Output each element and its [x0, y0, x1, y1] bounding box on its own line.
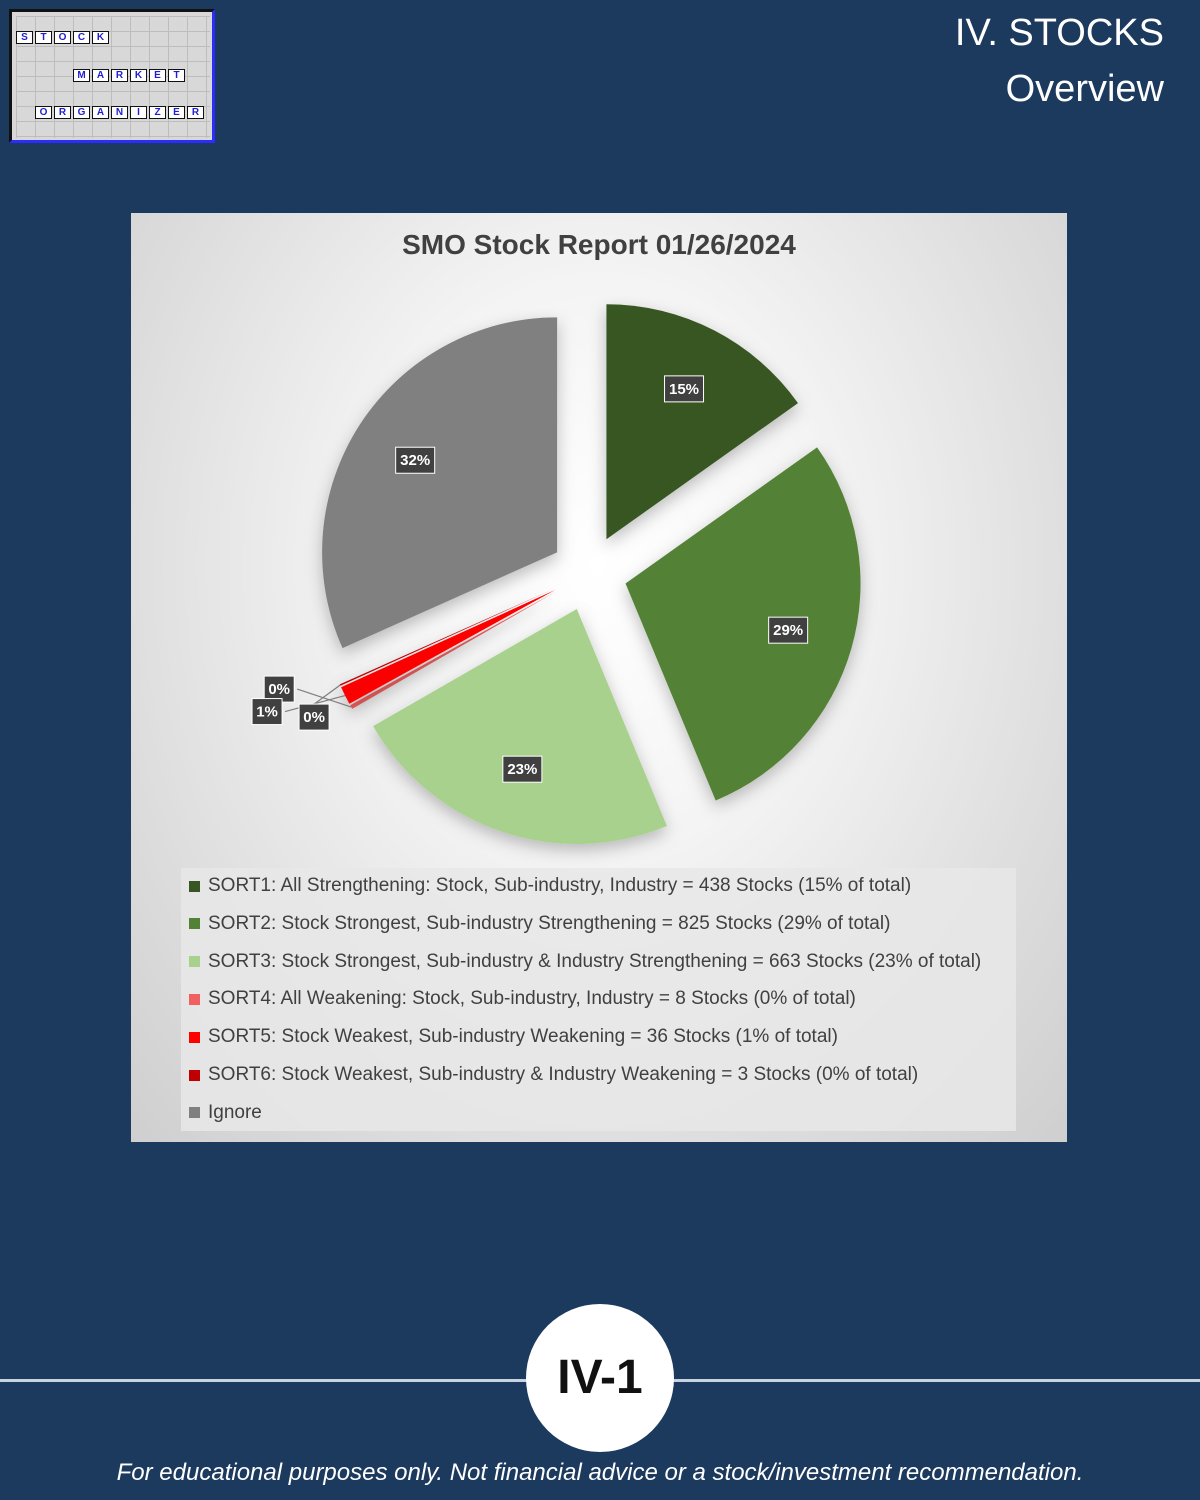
legend-label: SORT5: Stock Weakest, Sub-industry Weake…: [208, 1026, 838, 1048]
logo-letter: E: [149, 69, 166, 82]
pie-data-label-text: 29%: [773, 622, 803, 639]
logo-letter: N: [111, 106, 128, 119]
legend-label: SORT6: Stock Weakest, Sub-industry & Ind…: [208, 1064, 919, 1085]
pie-data-label: 1%: [251, 698, 283, 726]
legend-label: SORT2: Stock Strongest, Sub-industry Str…: [208, 912, 891, 934]
pie-slice: [341, 590, 556, 704]
pie-slice: [339, 588, 555, 686]
pie-data-label: 29%: [768, 616, 809, 644]
legend-swatch: [189, 880, 200, 892]
legend-swatch: [189, 1069, 200, 1081]
legend-entry: SORT2: Stock Strongest, Sub-industry Str…: [189, 913, 890, 935]
pie-data-label-text: 15%: [669, 381, 699, 398]
pie-leader-line: [297, 688, 352, 708]
pie-data-label-text: 32%: [400, 452, 430, 469]
pie-data-label-text: 0%: [268, 681, 290, 698]
logo-letter: R: [54, 106, 71, 119]
pie-slice: [373, 608, 667, 844]
section-title: IV. STOCKS: [954, 12, 1164, 54]
logo-letter: A: [92, 69, 109, 82]
pie-leader-line: [313, 684, 341, 705]
logo-letter: R: [111, 69, 128, 82]
legend-swatch: [189, 1107, 200, 1119]
logo-letter: O: [54, 31, 71, 44]
logo-letter: A: [92, 106, 109, 119]
legend-entry: SORT3: Stock Strongest, Sub-industry & I…: [189, 951, 981, 973]
logo-letter: R: [187, 106, 204, 119]
legend-swatch: [189, 956, 200, 968]
logo-letter: I: [130, 106, 147, 119]
chart-legend: SORT1: All Strengthening: Stock, Sub-ind…: [181, 868, 1016, 1131]
chart-title: SMO Stock Report 01/26/2024: [402, 229, 796, 260]
logo-letter: T: [35, 31, 52, 44]
logo-letter: K: [130, 69, 147, 82]
pie-slice: [606, 304, 798, 540]
legend-swatch: [189, 918, 200, 930]
disclaimer-text: For educational purposes only. Not finan…: [116, 1459, 1084, 1486]
pie-chart: 15% 29% 23% 0% 1% 0% 32%: [251, 304, 861, 844]
legend-swatch: [189, 1031, 200, 1043]
chart-panel: SMO Stock Report 01/26/2024 15% 29% 23% 0% 1…: [131, 213, 1067, 1142]
legend-swatch: [189, 993, 200, 1005]
pie-data-label-text: 0%: [303, 709, 325, 726]
pie-data-label: 32%: [395, 446, 436, 474]
legend-entry: SORT5: Stock Weakest, Sub-industry Weake…: [189, 1026, 838, 1048]
legend-label: Ignore: [208, 1101, 262, 1123]
pie-data-label: 0%: [298, 703, 330, 731]
logo-letter: G: [73, 106, 90, 119]
logo-letter: C: [73, 31, 90, 44]
pie-slice: [322, 317, 558, 649]
legend-entry: SORT4: All Weakening: Stock, Sub-industr…: [189, 988, 856, 1010]
section-subtitle: Overview: [1005, 68, 1164, 110]
pie-slice: [625, 447, 861, 801]
pie-data-label-text: 23%: [507, 761, 537, 778]
legend-label: SORT3: Stock Strongest, Sub-industry & I…: [208, 950, 982, 972]
legend-entry: Ignore: [189, 1102, 262, 1124]
page-number-badge: IV-1: [526, 1304, 674, 1452]
legend-label: SORT1: All Strengthening: Stock, Sub-ind…: [208, 875, 912, 896]
legend-label: SORT4: All Weakening: Stock, Sub-industr…: [208, 988, 856, 1010]
pie-data-label-text: 1%: [256, 704, 278, 721]
pie-data-label: 15%: [664, 375, 705, 403]
logo-letter: M: [73, 69, 90, 82]
legend-entry: SORT6: Stock Weakest, Sub-industry & Ind…: [189, 1064, 918, 1086]
logo-letter: S: [16, 31, 33, 44]
logo-letter: K: [92, 31, 109, 44]
pie-data-label: 23%: [502, 755, 543, 783]
logo-letter: T: [168, 69, 185, 82]
logo-letter: O: [35, 106, 52, 119]
logo-letter: Z: [149, 106, 166, 119]
legend-entry: SORT1: All Strengthening: Stock, Sub-ind…: [189, 875, 911, 897]
logo-letter: E: [168, 106, 185, 119]
pie-slice: [350, 591, 556, 709]
